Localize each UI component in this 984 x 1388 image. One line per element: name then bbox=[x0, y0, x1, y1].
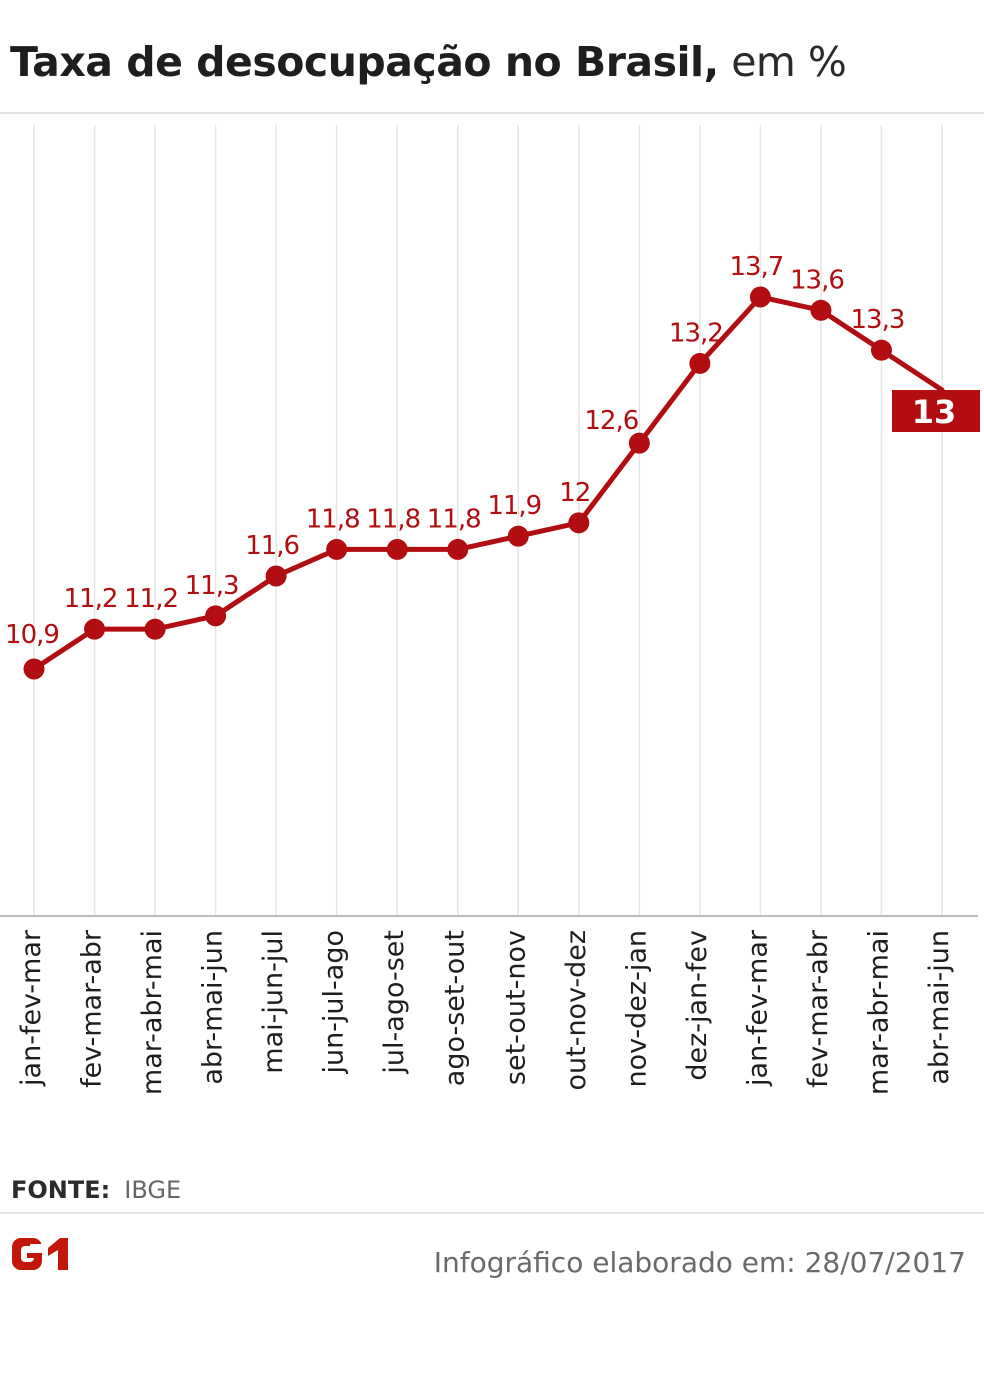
data-label: 11,8 bbox=[306, 504, 360, 534]
data-point bbox=[84, 618, 106, 640]
data-point bbox=[23, 658, 45, 680]
x-tick-label: nov-dez-jan bbox=[621, 930, 652, 1087]
x-tick-label: jun-jul-ago bbox=[319, 930, 350, 1075]
data-point bbox=[386, 538, 408, 560]
x-tick-label: dez-jan-fev bbox=[682, 930, 713, 1081]
data-point bbox=[205, 605, 227, 627]
data-label: 12,6 bbox=[584, 406, 638, 436]
data-point bbox=[265, 565, 287, 587]
x-tick-label: mar-abr-mai bbox=[863, 930, 894, 1095]
data-label: 13,3 bbox=[851, 305, 905, 335]
x-tick-label: mai-jun-jul bbox=[258, 930, 289, 1074]
data-label: 11,8 bbox=[427, 504, 481, 534]
series-line bbox=[31, 294, 945, 672]
x-tick-label: set-out-nov bbox=[500, 930, 531, 1085]
source-line: FONTE: IBGE bbox=[11, 1176, 181, 1204]
data-label: 13,2 bbox=[669, 318, 723, 348]
data-point bbox=[689, 352, 711, 374]
data-label: 13,6 bbox=[790, 265, 844, 295]
bottom-divider bbox=[0, 1212, 984, 1214]
x-tick-label: abr-mai-jun bbox=[924, 930, 955, 1085]
data-point bbox=[749, 286, 771, 308]
data-label: 11,2 bbox=[64, 584, 118, 614]
data-point bbox=[568, 512, 590, 534]
x-tick-label: mar-abr-mai bbox=[137, 930, 168, 1095]
footer-note: Infográfico elaborado em: 28/07/2017 bbox=[433, 1246, 966, 1279]
data-point bbox=[628, 432, 650, 454]
data-point bbox=[507, 525, 529, 547]
x-tick-label: jan-fev-mar bbox=[16, 929, 47, 1087]
chart-title: Taxa de desocupação no Brasil, em % bbox=[10, 38, 847, 86]
data-label: 11,6 bbox=[245, 531, 299, 561]
x-tick-label: fev-mar-abr bbox=[803, 929, 834, 1088]
data-point bbox=[810, 299, 832, 321]
data-label: 12 bbox=[559, 478, 590, 508]
x-tick-label: abr-mai-jun bbox=[198, 930, 229, 1085]
highlight-box bbox=[892, 390, 980, 432]
data-point bbox=[326, 538, 348, 560]
highlight-label: 13 bbox=[912, 393, 957, 431]
data-label: 11,2 bbox=[124, 584, 178, 614]
x-tick-label: ago-set-out bbox=[440, 930, 471, 1086]
x-tick-label: out-nov-dez bbox=[561, 930, 592, 1091]
data-point bbox=[870, 339, 892, 361]
data-label: 10,9 bbox=[5, 620, 59, 650]
data-point bbox=[144, 618, 166, 640]
gridlines bbox=[33, 125, 943, 916]
data-label: 11,3 bbox=[185, 571, 239, 601]
data-label: 11,8 bbox=[366, 504, 420, 534]
source-value: IBGE bbox=[124, 1176, 182, 1204]
data-point bbox=[447, 538, 469, 560]
g1-logo bbox=[12, 1238, 68, 1270]
data-label: 11,9 bbox=[487, 491, 541, 521]
title-main: Taxa de desocupação no Brasil, bbox=[10, 38, 719, 86]
x-tick-label: jan-fev-mar bbox=[742, 929, 773, 1087]
x-tick-label: jul-ago-set bbox=[379, 930, 410, 1075]
data-label: 13,7 bbox=[729, 252, 783, 282]
title-unit: em % bbox=[718, 38, 847, 86]
line-chart: 10,911,2 11,2 11,311,611,8 11,8 11,8 11,9 1212… bbox=[0, 125, 980, 1095]
top-divider bbox=[0, 112, 984, 114]
source-label: FONTE: bbox=[11, 1176, 111, 1204]
x-tick-label: fev-mar-abr bbox=[77, 929, 108, 1088]
